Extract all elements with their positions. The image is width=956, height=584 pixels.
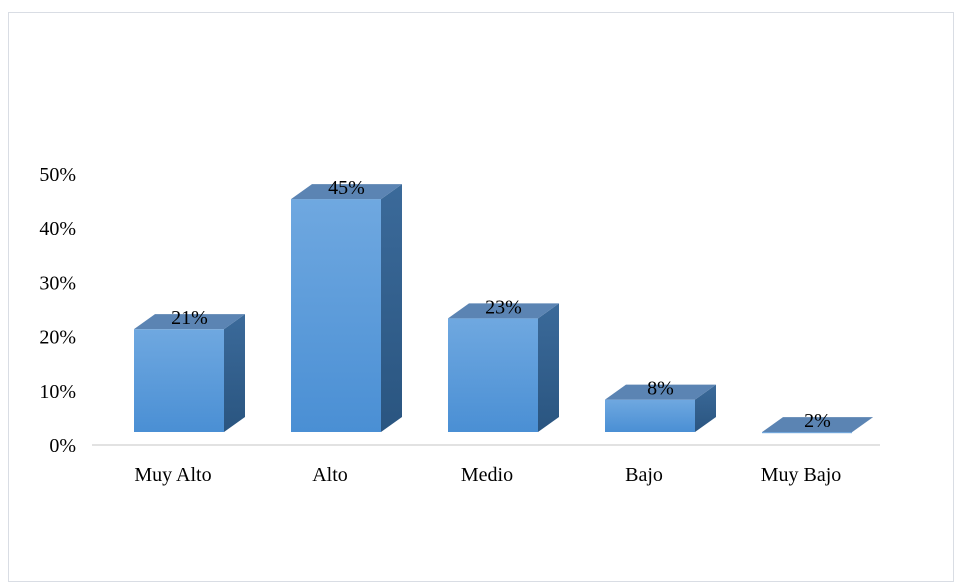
bar-side-face [381, 184, 402, 432]
y-tick-label: 50% [39, 164, 76, 186]
category-label: Alto [312, 464, 348, 486]
bar-side-face [538, 303, 559, 432]
category-label: Muy Alto [134, 464, 211, 486]
y-tick-label: 40% [39, 218, 76, 240]
axis-layer: 0% 10% 20% 30% 40% 50% [39, 164, 880, 457]
bar [605, 384, 716, 432]
bar-front-face [134, 329, 224, 432]
bar-front-face [605, 399, 695, 432]
data-label: 8% [647, 378, 674, 400]
bar-top-face [605, 384, 716, 400]
bar-top-face [762, 417, 873, 433]
chart-frame [8, 12, 954, 582]
bar-side-face [695, 384, 716, 432]
y-tick-label: 10% [39, 381, 76, 403]
bar-front-face [448, 318, 538, 432]
bar-front-face [762, 432, 852, 434]
labels-layer: 21% Muy Alto 45% Alto 23% Medio 8% Bajo 2% Muy Ba… [134, 177, 841, 486]
bar [291, 184, 402, 432]
bar-top-face [134, 314, 245, 330]
category-label: Medio [461, 464, 513, 486]
bar [762, 417, 873, 434]
bar-top-face [291, 184, 402, 200]
category-label: Bajo [625, 464, 663, 486]
bar-top-face [448, 303, 559, 319]
bars-layer [134, 184, 873, 434]
data-label: 45% [328, 177, 365, 199]
bar-front-face [291, 199, 381, 432]
data-label: 21% [171, 307, 208, 329]
bar [448, 303, 559, 432]
data-label: 23% [485, 296, 522, 318]
bar-side-face [224, 314, 245, 432]
y-tick-label: 30% [39, 272, 76, 294]
bar [134, 314, 245, 432]
y-tick-label: 20% [39, 327, 76, 349]
category-label: Muy Bajo [761, 464, 842, 486]
y-tick-label: 0% [49, 435, 76, 457]
data-label: 2% [804, 410, 831, 432]
